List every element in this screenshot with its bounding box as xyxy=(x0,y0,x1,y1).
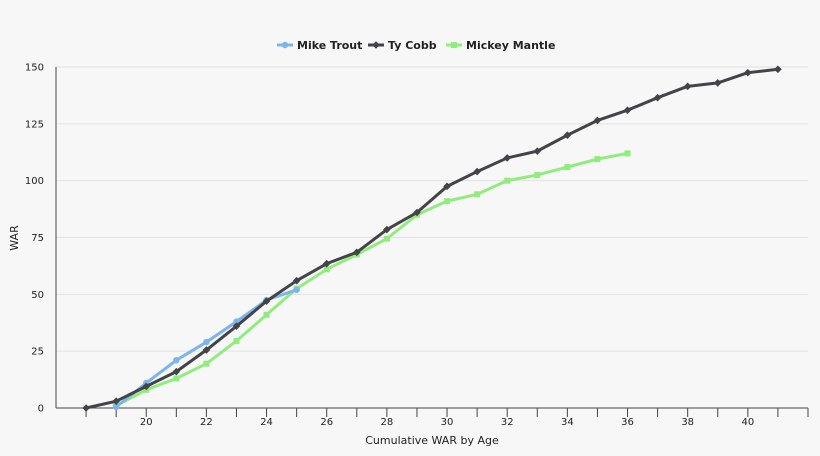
x-tick-label: 40 xyxy=(741,417,754,428)
x-tick-label: 32 xyxy=(501,417,514,428)
data-point-mickey-mantle[interactable] xyxy=(504,177,511,184)
data-point-ty-cobb[interactable] xyxy=(744,68,752,77)
legend-item-mike-trout[interactable]: Mike Trout xyxy=(277,39,362,52)
y-tick-label: 25 xyxy=(31,347,44,358)
data-point-ty-cobb[interactable] xyxy=(262,297,271,305)
data-point-ty-cobb[interactable] xyxy=(533,147,542,155)
x-tick-label: 36 xyxy=(621,417,634,428)
data-point-mickey-mantle[interactable] xyxy=(594,156,601,163)
series-line-ty-cobb[interactable] xyxy=(84,67,780,410)
data-point-mickey-mantle[interactable] xyxy=(624,150,631,157)
series-line-mickey-mantle[interactable] xyxy=(114,151,630,408)
data-point-mickey-mantle[interactable] xyxy=(444,198,451,205)
data-point-mickey-mantle[interactable] xyxy=(564,164,571,171)
data-point-ty-cobb[interactable] xyxy=(653,93,662,102)
data-point-mickey-mantle[interactable] xyxy=(534,171,541,178)
data-point-ty-cobb[interactable] xyxy=(383,225,391,234)
data-point-mickey-mantle[interactable] xyxy=(203,360,210,367)
data-point-ty-cobb[interactable] xyxy=(413,208,421,217)
series-mickey-mantle xyxy=(113,150,631,409)
y-axis-ticks: 0 25 50 75 100 125 150 xyxy=(25,63,44,415)
data-point-mickey-mantle[interactable] xyxy=(383,235,390,242)
data-point-ty-cobb[interactable] xyxy=(82,404,90,412)
grid-lines xyxy=(56,66,808,352)
data-point-ty-cobb[interactable] xyxy=(112,397,120,405)
data-point-ty-cobb[interactable] xyxy=(202,346,211,354)
data-point-ty-cobb[interactable] xyxy=(623,106,632,114)
data-point-mickey-mantle[interactable] xyxy=(233,337,240,344)
y-tick-label: 50 xyxy=(31,290,44,301)
data-point-mickey-mantle[interactable] xyxy=(474,191,481,198)
legend-marker xyxy=(451,42,457,48)
x-axis-title: Cumulative WAR by Age xyxy=(365,434,499,447)
data-point-ty-cobb[interactable] xyxy=(322,259,331,268)
data-point-ty-cobb[interactable] xyxy=(232,322,241,330)
x-tick-label: 34 xyxy=(561,417,574,428)
y-tick-label: 100 xyxy=(25,176,44,187)
data-point-mickey-mantle[interactable] xyxy=(323,266,330,273)
data-point-ty-cobb[interactable] xyxy=(563,131,572,139)
y-tick-label: 75 xyxy=(31,233,44,244)
axes xyxy=(55,67,808,409)
x-tick-label: 38 xyxy=(681,417,694,428)
data-point-ty-cobb[interactable] xyxy=(353,248,361,257)
x-tick-label: 24 xyxy=(260,417,273,428)
y-axis-title: WAR xyxy=(8,225,21,251)
data-point-mickey-mantle[interactable] xyxy=(263,311,270,318)
data-point-mike-trout[interactable] xyxy=(203,338,210,346)
data-point-ty-cobb[interactable] xyxy=(292,276,301,285)
legend-label: Mickey Mantle xyxy=(466,39,555,52)
data-point-ty-cobb[interactable] xyxy=(473,167,481,176)
y-tick-label: 0 xyxy=(38,404,44,415)
legend-label: Mike Trout xyxy=(297,39,362,52)
series-layer xyxy=(82,65,782,412)
x-tick-label: 30 xyxy=(441,417,454,428)
y-tick-label: 150 xyxy=(25,63,44,74)
legend-marker xyxy=(281,41,289,49)
data-point-ty-cobb[interactable] xyxy=(142,382,151,391)
legend-marker xyxy=(372,41,380,49)
x-tick-label: 28 xyxy=(381,417,394,428)
legend-item-mickey-mantle[interactable]: Mickey Mantle xyxy=(446,39,555,52)
data-point-ty-cobb[interactable] xyxy=(503,154,511,162)
data-point-mickey-mantle[interactable] xyxy=(173,375,180,382)
data-point-mike-trout[interactable] xyxy=(293,286,300,293)
x-tick-label: 22 xyxy=(200,417,213,428)
y-tick-label: 125 xyxy=(25,119,44,130)
legend-item-ty-cobb[interactable]: Ty Cobb xyxy=(368,39,437,52)
x-tick-label: 20 xyxy=(140,417,153,428)
legend: Mike Trout Ty Cobb Mickey Mantle xyxy=(277,39,555,52)
data-point-ty-cobb[interactable] xyxy=(774,65,782,74)
data-point-ty-cobb[interactable] xyxy=(683,82,692,91)
data-point-ty-cobb[interactable] xyxy=(713,79,722,87)
data-point-mike-trout[interactable] xyxy=(173,357,180,364)
x-tick-label: 26 xyxy=(320,417,333,428)
x-axis-ticks: 20 22 24 26 28 30 32 34 36 38 40 xyxy=(85,408,809,428)
data-point-mike-trout[interactable] xyxy=(112,403,120,411)
data-point-ty-cobb[interactable] xyxy=(593,116,602,125)
legend-label: Ty Cobb xyxy=(388,39,437,52)
data-point-ty-cobb[interactable] xyxy=(443,182,451,191)
series-ty-cobb xyxy=(82,65,782,412)
data-point-ty-cobb[interactable] xyxy=(172,367,181,376)
